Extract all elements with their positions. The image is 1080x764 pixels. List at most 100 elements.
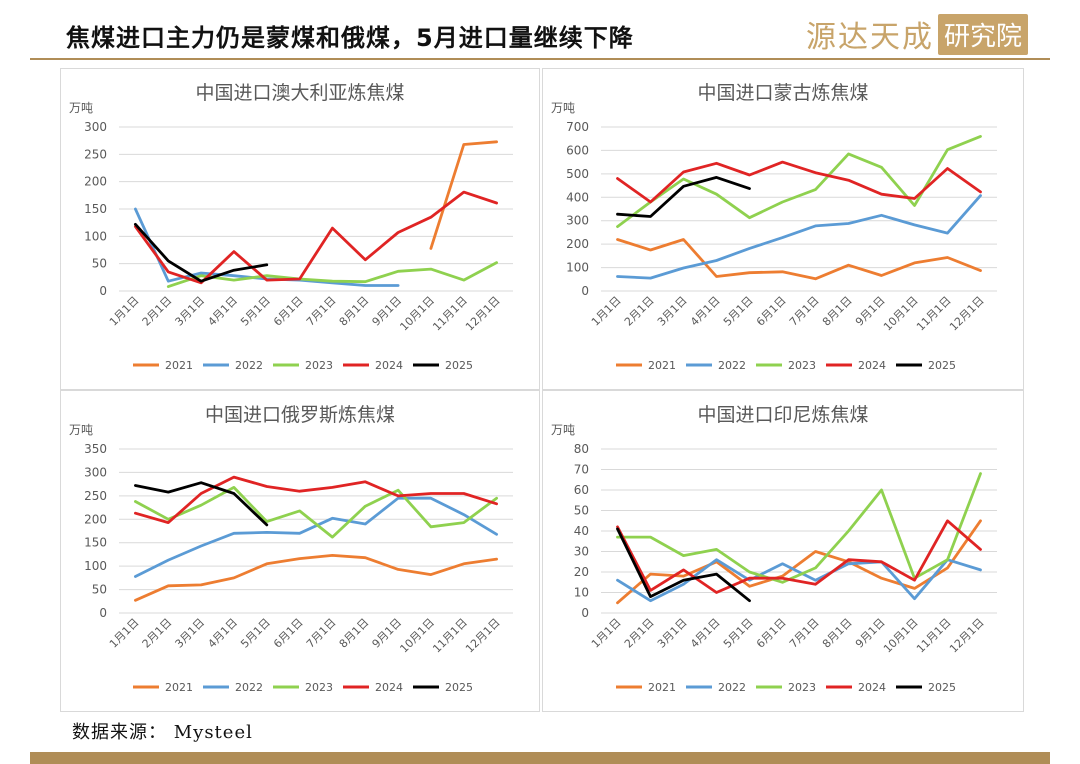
x-tick-label: 3月1日 bbox=[173, 616, 208, 651]
y-tick-label: 300 bbox=[566, 214, 589, 228]
legend-label-2023: 2023 bbox=[305, 681, 333, 694]
x-tick-label: 4月1日 bbox=[205, 616, 240, 651]
y-tick-label: 350 bbox=[84, 442, 107, 456]
y-tick-label: 700 bbox=[566, 120, 589, 134]
chart-title: 中国进口澳大利亚炼焦煤 bbox=[195, 82, 404, 104]
y-tick-label: 500 bbox=[566, 167, 589, 181]
x-tick-label: 1月1日 bbox=[589, 616, 624, 651]
x-tick-label: 3月1日 bbox=[173, 294, 208, 329]
panel-mongolia: 中国进口蒙古炼焦煤 万吨 0 100 200 300 400 500 600 700 1月1日 2月1… bbox=[542, 68, 1024, 390]
series-line-2023 bbox=[616, 472, 982, 584]
y-tick-label: 30 bbox=[574, 545, 589, 559]
y-tick-label: 100 bbox=[84, 559, 107, 573]
series-line-2025 bbox=[134, 222, 269, 283]
y-tick-label: 10 bbox=[574, 586, 589, 600]
y-tick-label: 0 bbox=[99, 284, 107, 298]
series-line-2022 bbox=[134, 496, 499, 578]
y-tick-label: 20 bbox=[574, 565, 589, 579]
y-tick-label: 300 bbox=[84, 465, 107, 479]
x-tick-label: 1月1日 bbox=[107, 294, 142, 329]
legend-label-2022: 2022 bbox=[235, 681, 263, 694]
series-line-2021 bbox=[616, 519, 982, 605]
x-tick-label: 7月1日 bbox=[787, 616, 822, 651]
y-tick-label: 100 bbox=[566, 261, 589, 275]
series-line-2021 bbox=[616, 238, 982, 281]
y-unit-label: 万吨 bbox=[69, 423, 93, 437]
brand-name: 源达天成 bbox=[805, 20, 934, 55]
x-tick-label: 1月1日 bbox=[107, 616, 142, 651]
y-tick-label: 80 bbox=[574, 442, 589, 456]
x-tick-label: 11月1日 bbox=[430, 294, 470, 334]
legend-label-2023: 2023 bbox=[788, 681, 816, 694]
title-rule bbox=[30, 58, 1050, 60]
page-title: 焦煤进口主力仍是蒙煤和俄煤，5月进口量继续下降 bbox=[66, 24, 634, 52]
y-tick-label: 400 bbox=[566, 190, 589, 204]
series-line-2023 bbox=[134, 486, 499, 539]
x-tick-label: 10月1日 bbox=[881, 294, 921, 334]
x-tick-label: 12月1日 bbox=[463, 616, 503, 656]
series-line-2022 bbox=[616, 194, 982, 280]
legend-label-2024: 2024 bbox=[375, 681, 403, 694]
x-tick-label: 4月1日 bbox=[688, 616, 723, 651]
y-unit-label: 万吨 bbox=[551, 101, 575, 115]
y-tick-label: 300 bbox=[84, 120, 107, 134]
y-tick-label: 0 bbox=[581, 606, 589, 620]
y-unit-label: 万吨 bbox=[551, 423, 575, 437]
legend-label-2025: 2025 bbox=[928, 681, 956, 694]
series-line-2025 bbox=[134, 481, 269, 527]
panel-indonesia: 中国进口印尼炼焦煤 万吨 0 10 20 30 40 50 60 70 80 1月1日 2月1日 3月1日… bbox=[542, 390, 1024, 712]
chart-title: 中国进口印尼炼焦煤 bbox=[697, 404, 868, 426]
y-unit-label: 万吨 bbox=[69, 101, 93, 115]
legend-label-2021: 2021 bbox=[165, 359, 193, 372]
y-tick-label: 200 bbox=[84, 175, 107, 189]
series-line-2025 bbox=[616, 527, 751, 603]
y-tick-label: 0 bbox=[99, 606, 107, 620]
x-tick-label: 12月1日 bbox=[463, 294, 503, 334]
x-tick-label: 11月1日 bbox=[430, 616, 470, 656]
y-tick-label: 60 bbox=[574, 483, 589, 497]
y-tick-label: 50 bbox=[92, 583, 107, 597]
x-tick-label: 10月1日 bbox=[397, 616, 437, 656]
legend-label-2021: 2021 bbox=[648, 681, 676, 694]
x-tick-label: 6月1日 bbox=[271, 616, 306, 651]
series-line-2024 bbox=[616, 160, 982, 204]
x-tick-label: 5月1日 bbox=[721, 616, 756, 651]
legend-label-2025: 2025 bbox=[445, 681, 473, 694]
x-tick-label: 6月1日 bbox=[754, 294, 789, 329]
x-tick-label: 10月1日 bbox=[881, 616, 921, 656]
x-tick-label: 8月1日 bbox=[820, 616, 855, 651]
legend-label-2024: 2024 bbox=[858, 359, 886, 372]
x-tick-label: 8月1日 bbox=[337, 294, 372, 329]
x-tick-label: 12月1日 bbox=[947, 294, 987, 334]
y-tick-label: 50 bbox=[574, 504, 589, 518]
y-tick-label: 600 bbox=[566, 143, 589, 157]
x-tick-label: 7月1日 bbox=[304, 294, 339, 329]
x-tick-label: 8月1日 bbox=[337, 616, 372, 651]
series-line-2024 bbox=[134, 190, 499, 285]
y-tick-label: 150 bbox=[84, 202, 107, 216]
x-tick-label: 6月1日 bbox=[271, 294, 306, 329]
series-line-2021 bbox=[134, 553, 499, 602]
legend-label-2021: 2021 bbox=[165, 681, 193, 694]
x-tick-label: 5月1日 bbox=[238, 616, 273, 651]
x-tick-label: 4月1日 bbox=[688, 294, 723, 329]
series-line-2024 bbox=[616, 519, 982, 594]
brand-box: 研究院 bbox=[937, 13, 1028, 55]
y-tick-label: 250 bbox=[84, 489, 107, 503]
series-line-2023 bbox=[166, 261, 499, 289]
series-line-2022 bbox=[616, 558, 982, 603]
y-tick-label: 200 bbox=[84, 512, 107, 526]
x-tick-label: 8月1日 bbox=[820, 294, 855, 329]
x-tick-label: 6月1日 bbox=[754, 616, 789, 651]
x-tick-label: 2月1日 bbox=[622, 616, 657, 651]
x-tick-label: 2月1日 bbox=[140, 616, 175, 651]
source-note: 数据来源： Mysteel bbox=[72, 722, 253, 743]
x-tick-label: 3月1日 bbox=[655, 294, 690, 329]
chart-title: 中国进口蒙古炼焦煤 bbox=[697, 82, 868, 104]
y-tick-label: 200 bbox=[566, 237, 589, 251]
panel-russia: 中国进口俄罗斯炼焦煤 万吨 0 50 100 150 200 250 300 350 1月1日 2月1… bbox=[60, 390, 540, 712]
